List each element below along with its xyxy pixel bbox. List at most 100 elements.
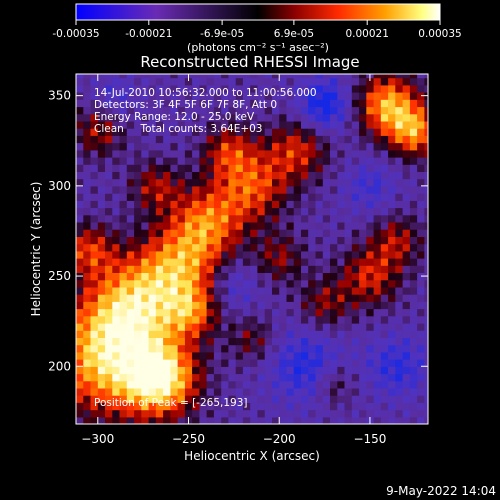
x-tick-label: −150 xyxy=(353,432,386,446)
heatmap-cell xyxy=(373,402,382,411)
heatmap-cell xyxy=(141,193,150,201)
heatmap-cell xyxy=(105,265,113,273)
heatmap-cell xyxy=(402,178,411,187)
heatmap-cell xyxy=(380,149,389,158)
heatmap-cell xyxy=(337,409,346,418)
heatmap-cell xyxy=(213,258,222,266)
heatmap-cell xyxy=(126,99,135,108)
heatmap-cell xyxy=(155,214,164,223)
heatmap-cell xyxy=(105,337,113,346)
heatmap-cell xyxy=(402,84,411,93)
heatmap-cell xyxy=(213,243,222,252)
heatmap-cell xyxy=(279,359,288,367)
heatmap-cell xyxy=(293,250,302,259)
heatmap-cell xyxy=(388,323,396,331)
heatmap-cell xyxy=(134,380,142,389)
heatmap-cell xyxy=(293,351,302,360)
heatmap-cell xyxy=(170,84,179,93)
heatmap-cell xyxy=(206,200,215,209)
heatmap-cell xyxy=(380,416,389,424)
heatmap-cell xyxy=(170,409,179,418)
heatmap-cell xyxy=(373,142,382,151)
heatmap-cell xyxy=(134,359,142,367)
heatmap-cell xyxy=(228,286,237,295)
heatmap-cell xyxy=(257,236,266,245)
x-tick-label: −200 xyxy=(263,432,296,446)
heatmap-cell xyxy=(134,344,142,353)
heatmap-cell xyxy=(257,416,266,424)
heatmap-cell xyxy=(242,279,251,288)
heatmap-cell xyxy=(373,387,382,396)
heatmap-cell xyxy=(301,258,309,266)
heatmap-cell xyxy=(105,214,113,223)
heatmap-cell xyxy=(264,120,273,129)
heatmap-cell xyxy=(192,395,200,403)
heatmap-cell xyxy=(279,250,288,259)
heatmap-cell xyxy=(170,178,179,187)
heatmap-cell xyxy=(402,106,411,115)
heatmap-cell xyxy=(402,250,411,259)
heatmap-cell xyxy=(83,92,92,100)
heatmap-cell xyxy=(184,157,193,165)
heatmap-cell xyxy=(213,185,222,194)
heatmap-cell xyxy=(417,128,425,136)
heatmap-cell xyxy=(388,207,396,216)
heatmap-cell xyxy=(388,157,396,165)
heatmap-cell xyxy=(221,229,230,237)
heatmap-cell xyxy=(192,149,200,158)
heatmap-cell xyxy=(344,286,353,295)
heatmap-cell xyxy=(90,77,99,86)
heatmap-cell xyxy=(83,359,92,367)
heatmap-cell xyxy=(351,344,360,353)
heatmap-cell xyxy=(417,113,425,122)
heatmap-cell xyxy=(199,395,208,403)
heatmap-cell xyxy=(330,200,338,209)
heatmap-cell xyxy=(235,308,244,317)
heatmap-cell xyxy=(134,265,142,273)
heatmap-cell xyxy=(119,77,128,86)
heatmap-cell xyxy=(373,185,382,194)
heatmap-cell xyxy=(409,279,418,288)
heatmap-cell xyxy=(337,77,346,86)
heatmap-cell xyxy=(417,106,425,115)
heatmap-cell xyxy=(119,200,128,209)
heatmap-cell xyxy=(163,84,171,93)
heatmap-cell xyxy=(141,106,150,115)
heatmap-cell xyxy=(184,113,193,122)
heatmap-cell xyxy=(293,74,302,79)
heatmap-cell xyxy=(402,149,411,158)
heatmap-cell xyxy=(257,344,266,353)
heatmap-cell xyxy=(134,214,142,223)
heatmap-cell xyxy=(366,229,375,237)
heatmap-cell xyxy=(424,315,428,324)
heatmap-cell xyxy=(388,387,396,396)
heatmap-cell xyxy=(83,315,92,324)
heatmap-cell xyxy=(105,243,113,252)
heatmap-cell xyxy=(97,380,106,389)
heatmap-cell xyxy=(184,265,193,273)
heatmap-cell xyxy=(301,149,309,158)
heatmap-cell xyxy=(242,409,251,418)
heatmap-cell xyxy=(221,380,230,389)
heatmap-cell xyxy=(279,193,288,201)
heatmap-cell xyxy=(315,373,324,382)
heatmap-cell xyxy=(380,359,389,367)
heatmap-cell xyxy=(286,351,295,360)
heatmap-cell xyxy=(148,416,157,424)
heatmap-cell xyxy=(409,171,418,180)
heatmap-cell xyxy=(373,214,382,223)
heatmap-cell xyxy=(315,128,324,136)
heatmap-cell xyxy=(105,77,113,86)
heatmap-cell xyxy=(235,286,244,295)
heatmap-cell xyxy=(315,149,324,158)
heatmap-cell xyxy=(206,330,215,338)
heatmap-cell xyxy=(112,171,121,180)
heatmap-cell xyxy=(206,294,215,302)
heatmap-cell xyxy=(286,92,295,100)
heatmap-cell xyxy=(221,359,230,367)
heatmap-cell xyxy=(315,113,324,122)
heatmap-cell xyxy=(90,185,99,194)
heatmap-cell xyxy=(90,207,99,216)
heatmap-cell xyxy=(112,142,121,151)
